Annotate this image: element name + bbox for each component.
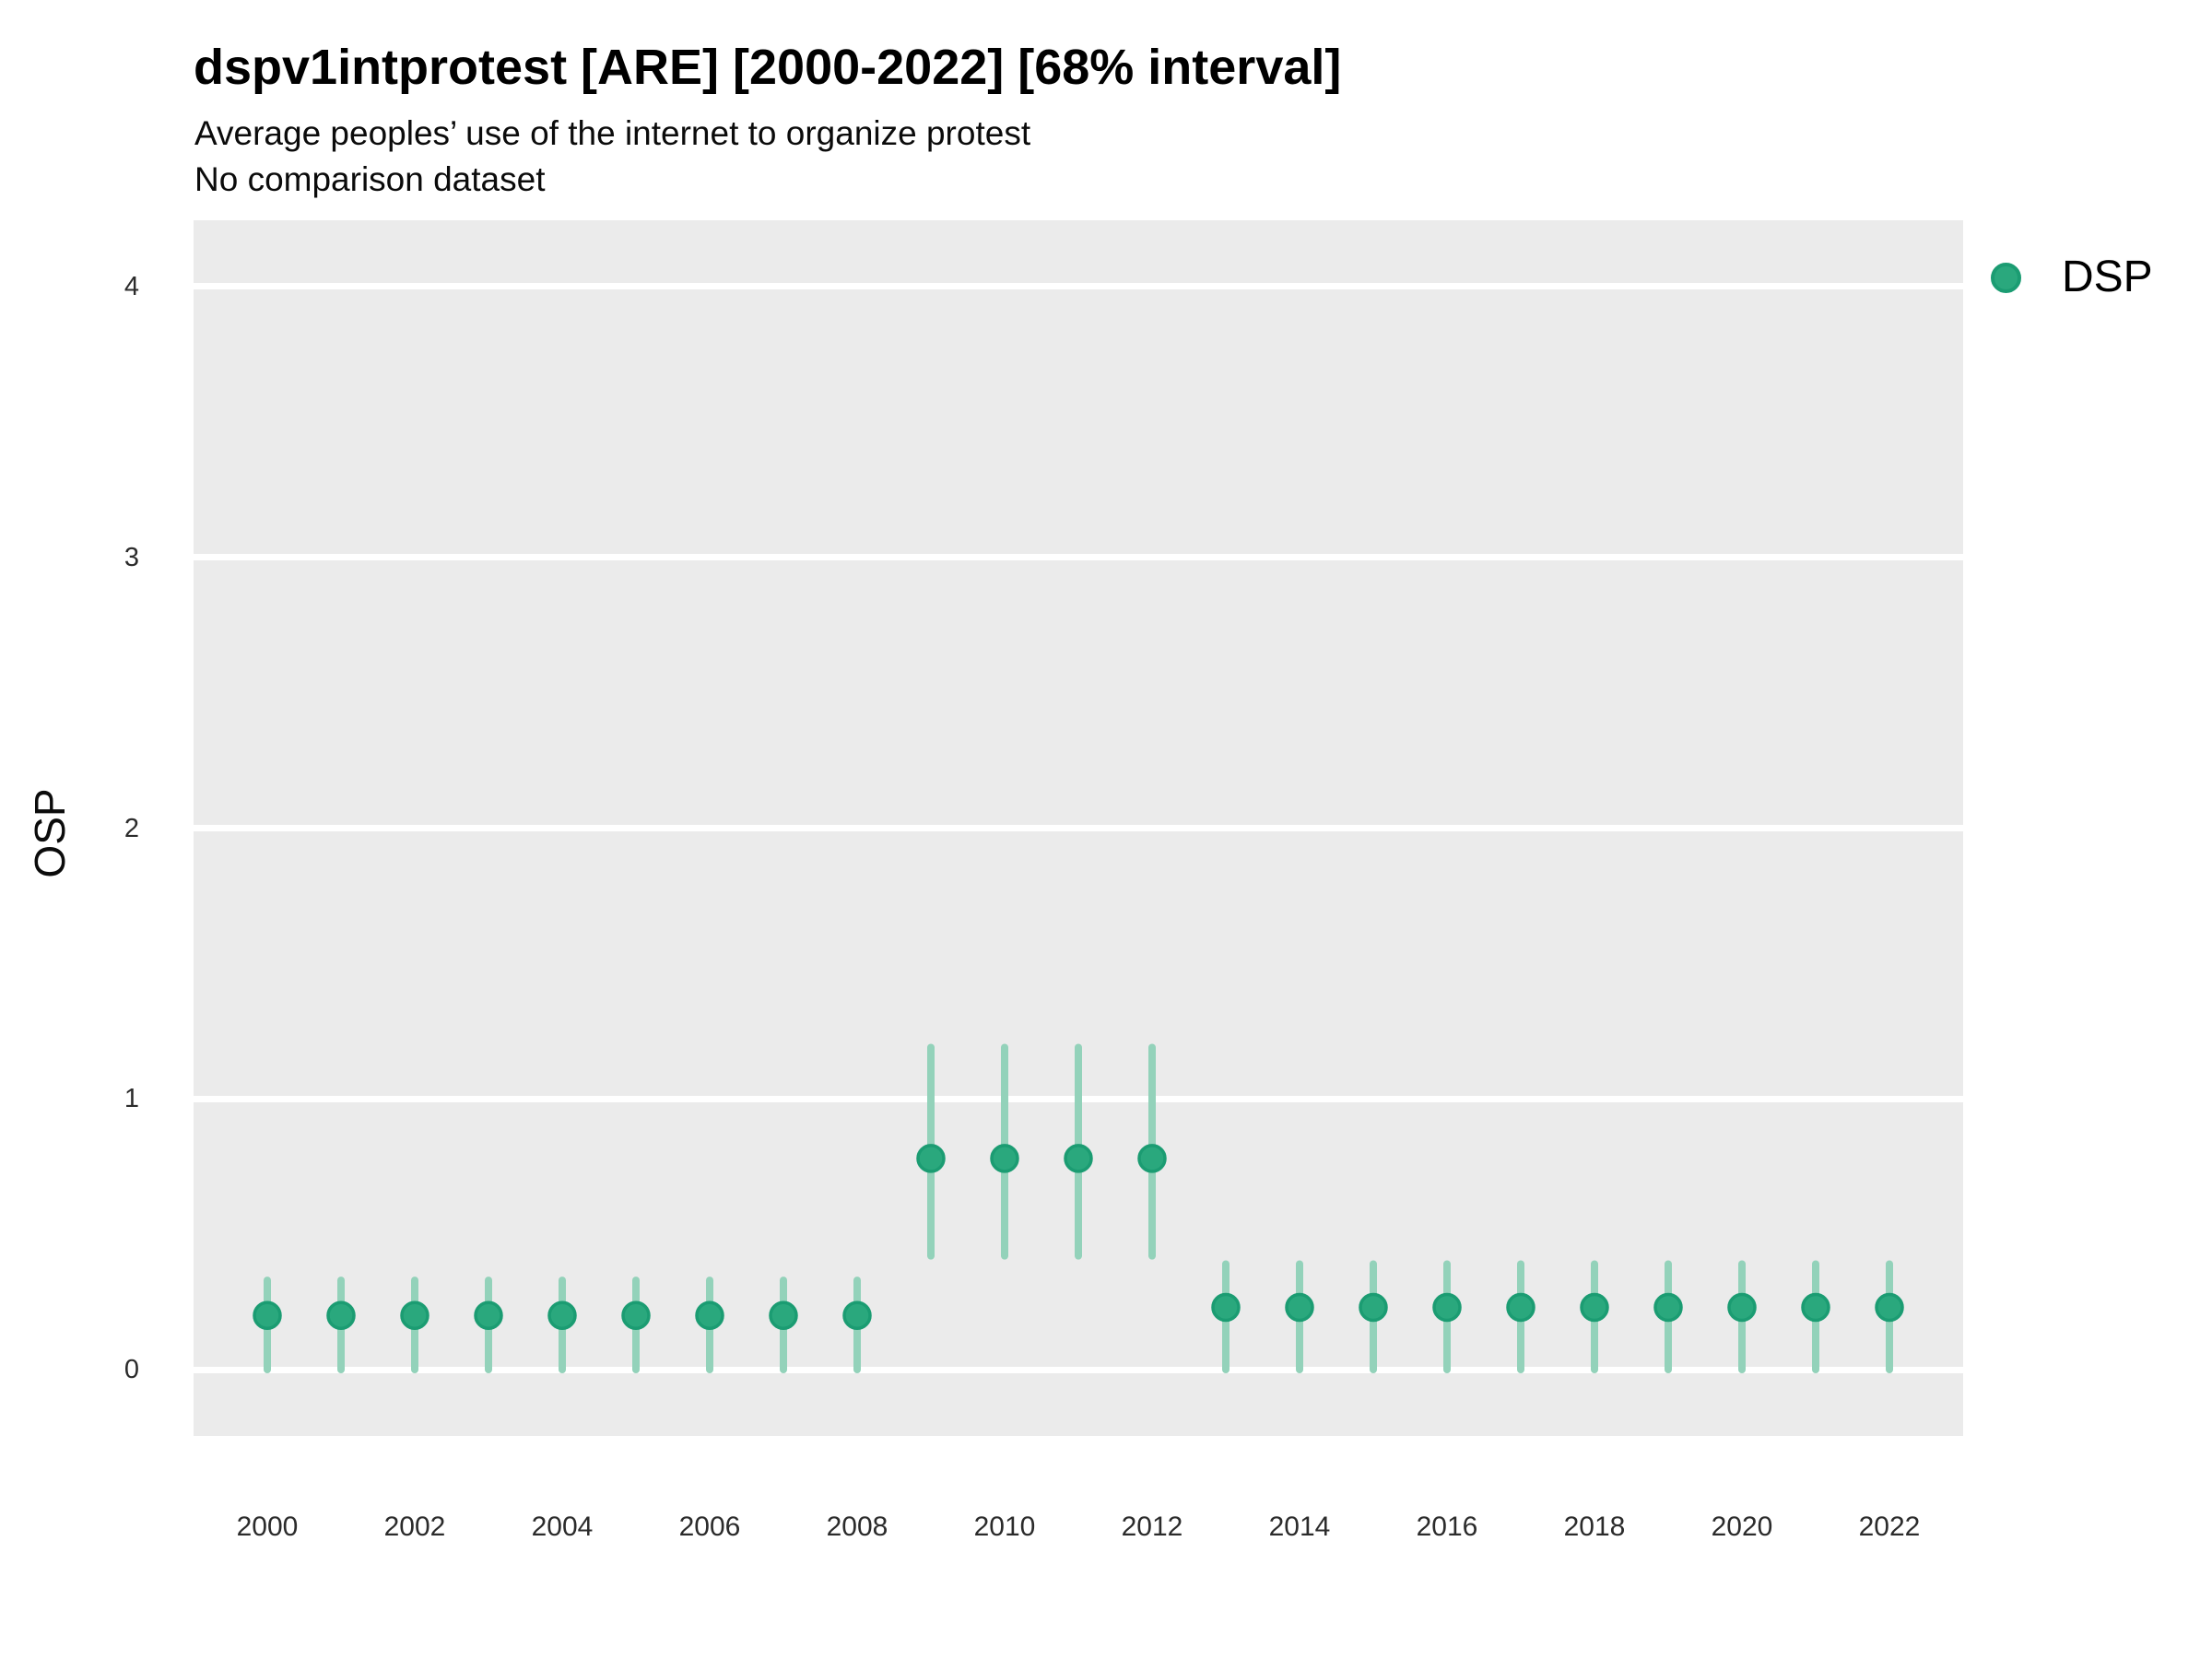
legend-label: DSP xyxy=(2062,253,2153,301)
y-tick-label: 2 xyxy=(124,813,139,843)
point-marker-2010 xyxy=(990,1144,1019,1173)
point-marker-2014 xyxy=(1285,1292,1314,1323)
point-marker-2012 xyxy=(1137,1144,1167,1173)
point-marker-2011 xyxy=(1064,1144,1093,1173)
page-title: dspv1intprotest [ARE] [2000-2022] [68% i… xyxy=(194,40,1342,95)
chart-note: No comparison dataset xyxy=(194,160,546,198)
point-marker-2003 xyxy=(474,1300,503,1331)
x-tick-label: 2008 xyxy=(826,1512,888,1542)
x-tick-label: 2022 xyxy=(1858,1512,1921,1542)
point-marker-2002 xyxy=(400,1300,429,1331)
y-tick-label: 0 xyxy=(124,1355,139,1385)
point-marker-2021 xyxy=(1801,1292,1830,1323)
x-tick-label: 2014 xyxy=(1268,1512,1331,1542)
legend: DSP xyxy=(1991,251,2153,304)
x-tick-label: 2006 xyxy=(678,1512,741,1542)
point-marker-2020 xyxy=(1727,1292,1757,1323)
point-marker-2004 xyxy=(547,1300,577,1331)
point-marker-2006 xyxy=(695,1300,724,1331)
x-tick-label: 2012 xyxy=(1121,1512,1183,1542)
y-tick-label: 1 xyxy=(124,1084,139,1114)
point-marker-2005 xyxy=(621,1300,651,1331)
y-tick-label: 4 xyxy=(124,271,139,301)
chart-subtitle: Average peoples’ use of the internet to … xyxy=(194,114,1031,152)
point-marker-2017 xyxy=(1506,1292,1535,1323)
point-marker-2000 xyxy=(253,1300,282,1331)
x-tick-label: 2004 xyxy=(531,1512,594,1542)
point-marker-2019 xyxy=(1653,1292,1683,1323)
point-marker-2013 xyxy=(1211,1292,1241,1323)
x-tick-label: 2002 xyxy=(383,1512,446,1542)
y-tick-label: 3 xyxy=(124,542,139,572)
x-tick-label: 2020 xyxy=(1711,1512,1773,1542)
chart-canvas xyxy=(253,1043,1904,1374)
point-marker-2015 xyxy=(1359,1292,1388,1323)
gridline-y-2 xyxy=(194,825,1963,831)
point-marker-2001 xyxy=(326,1300,356,1331)
x-tick-label: 2018 xyxy=(1563,1512,1626,1542)
x-tick-label: 2016 xyxy=(1416,1512,1478,1542)
point-marker-2009 xyxy=(916,1144,946,1173)
point-marker-2016 xyxy=(1432,1292,1462,1323)
point-marker-2018 xyxy=(1580,1292,1609,1323)
gridline-y-0 xyxy=(194,1366,1963,1373)
gridline-y-3 xyxy=(194,554,1963,561)
y-axis-title: OSP xyxy=(26,788,74,878)
x-tick-label: 2000 xyxy=(236,1512,299,1542)
point-marker-2022 xyxy=(1875,1292,1904,1323)
x-tick-label: 2010 xyxy=(973,1512,1036,1542)
gridline-y-4 xyxy=(194,283,1963,290)
plot-panel xyxy=(194,220,1963,1436)
legend-point-icon xyxy=(1991,262,2021,293)
point-marker-2007 xyxy=(769,1300,798,1331)
point-marker-2008 xyxy=(842,1300,872,1331)
